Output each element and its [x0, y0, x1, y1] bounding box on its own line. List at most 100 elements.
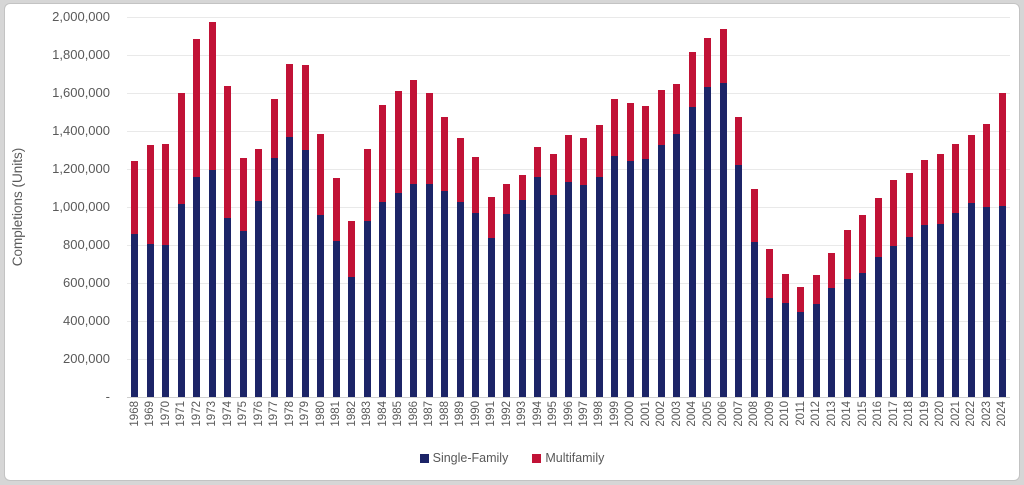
bar-segment-multifamily [766, 249, 773, 298]
bar-segment-single-family [875, 257, 882, 397]
x-tick-label: 1973 [206, 401, 218, 427]
bar-segment-single-family [983, 207, 990, 397]
x-tick-label: 2010 [779, 401, 791, 427]
y-tick-label: 1,600,000 [52, 85, 110, 100]
bar-segment-multifamily [844, 230, 851, 279]
bar-segment-single-family [550, 195, 557, 397]
x-tick-label: 1969 [144, 401, 156, 427]
bar-segment-single-family [457, 202, 464, 397]
bar-segment-single-family [689, 107, 696, 397]
x-tick-label: 2006 [717, 401, 729, 427]
x-tick-label: 1999 [609, 401, 621, 427]
bar-segment-single-family [580, 185, 587, 397]
bar-segment-multifamily [534, 147, 541, 177]
bar-segment-single-family [426, 184, 433, 397]
bar-segment-single-family [441, 191, 448, 397]
y-tick-label: 1,200,000 [52, 161, 110, 176]
bar-segment-multifamily [875, 198, 882, 257]
bar-segment-single-family [859, 273, 866, 397]
x-tick-label: 2013 [826, 401, 838, 427]
bar-segment-single-family [162, 245, 169, 397]
x-tick-label: 2024 [996, 401, 1008, 427]
bar-segment-single-family [348, 277, 355, 397]
bar-segment-multifamily [828, 253, 835, 288]
single-family-swatch-icon [419, 453, 429, 463]
bar-segment-multifamily [797, 287, 804, 312]
bar-segment-multifamily [488, 197, 495, 238]
bar-segment-multifamily [906, 173, 913, 237]
gridline [127, 93, 1010, 94]
x-tick-label: 2019 [919, 401, 931, 427]
bar-segment-multifamily [410, 80, 417, 184]
bar-segment-single-family [813, 304, 820, 397]
bar-segment-multifamily [317, 134, 324, 215]
x-tick-label: 1992 [501, 401, 513, 427]
bar-segment-single-family [472, 213, 479, 397]
bar-segment-multifamily [457, 138, 464, 202]
bar-segment-multifamily [580, 138, 587, 185]
bar-segment-single-family [519, 200, 526, 397]
bar-segment-single-family [968, 203, 975, 397]
x-tick-label: 1978 [284, 401, 296, 427]
bar-segment-single-family [147, 244, 154, 397]
bar-segment-multifamily [642, 106, 649, 159]
x-tick-label: 1977 [268, 401, 280, 427]
x-tick-label: 2000 [624, 401, 636, 427]
x-tick-label: 1996 [563, 401, 575, 427]
bar-segment-multifamily [162, 144, 169, 245]
bar-segment-single-family [921, 225, 928, 397]
x-tick-label: 1971 [175, 401, 187, 427]
bar-segment-single-family [364, 221, 371, 397]
y-tick-label: 1,800,000 [52, 47, 110, 62]
bar-segment-single-family [131, 234, 138, 397]
x-tick-label: 2017 [888, 401, 900, 427]
bar-segment-single-family [952, 213, 959, 397]
x-tick-label: 1997 [578, 401, 590, 427]
y-tick-label: 600,000 [63, 275, 110, 290]
x-tick-label: 1987 [423, 401, 435, 427]
x-tick-label: 1983 [361, 401, 373, 427]
legend: Single-Family Multifamily [0, 451, 1024, 465]
bar-segment-multifamily [720, 29, 727, 83]
bar-segment-single-family [828, 288, 835, 397]
bar-segment-multifamily [364, 149, 371, 221]
x-tick-label: 1990 [470, 401, 482, 427]
bar-segment-multifamily [565, 135, 572, 182]
bar-segment-single-family [735, 165, 742, 397]
gridline [127, 17, 1010, 18]
x-tick-label: 1979 [299, 401, 311, 427]
bar-segment-single-family [565, 182, 572, 397]
y-tick-label: 1,000,000 [52, 199, 110, 214]
bar-segment-multifamily [782, 274, 789, 303]
bar-segment-multifamily [426, 93, 433, 184]
x-tick-label: 2002 [655, 401, 667, 427]
bar-segment-single-family [844, 279, 851, 397]
bar-segment-single-family [224, 218, 231, 397]
bar-segment-single-family [178, 204, 185, 397]
bar-segment-multifamily [859, 215, 866, 273]
bar-segment-single-family [611, 156, 618, 397]
x-tick-label: 1976 [253, 401, 265, 427]
x-tick-label: 1988 [439, 401, 451, 427]
x-tick-label: 1974 [222, 401, 234, 427]
y-tick-label: 400,000 [63, 313, 110, 328]
bar-segment-multifamily [441, 117, 448, 191]
x-tick-label: 2003 [671, 401, 683, 427]
bar-segment-multifamily [240, 158, 247, 231]
bar-segment-single-family [503, 214, 510, 397]
bar-segment-multifamily [147, 145, 154, 244]
bar-segment-multifamily [348, 221, 355, 277]
bar-segment-single-family [255, 201, 262, 397]
y-tick-label: 2,000,000 [52, 9, 110, 24]
y-tick-label: 800,000 [63, 237, 110, 252]
x-tick-label: 1986 [408, 401, 420, 427]
x-tick-label: 2004 [686, 401, 698, 427]
bar-segment-multifamily [658, 90, 665, 145]
bar-segment-multifamily [178, 93, 185, 204]
bar-segment-single-family [209, 170, 216, 397]
x-tick-label: 2012 [810, 401, 822, 427]
x-tick-label: 2015 [857, 401, 869, 427]
bar-segment-single-family [534, 177, 541, 397]
